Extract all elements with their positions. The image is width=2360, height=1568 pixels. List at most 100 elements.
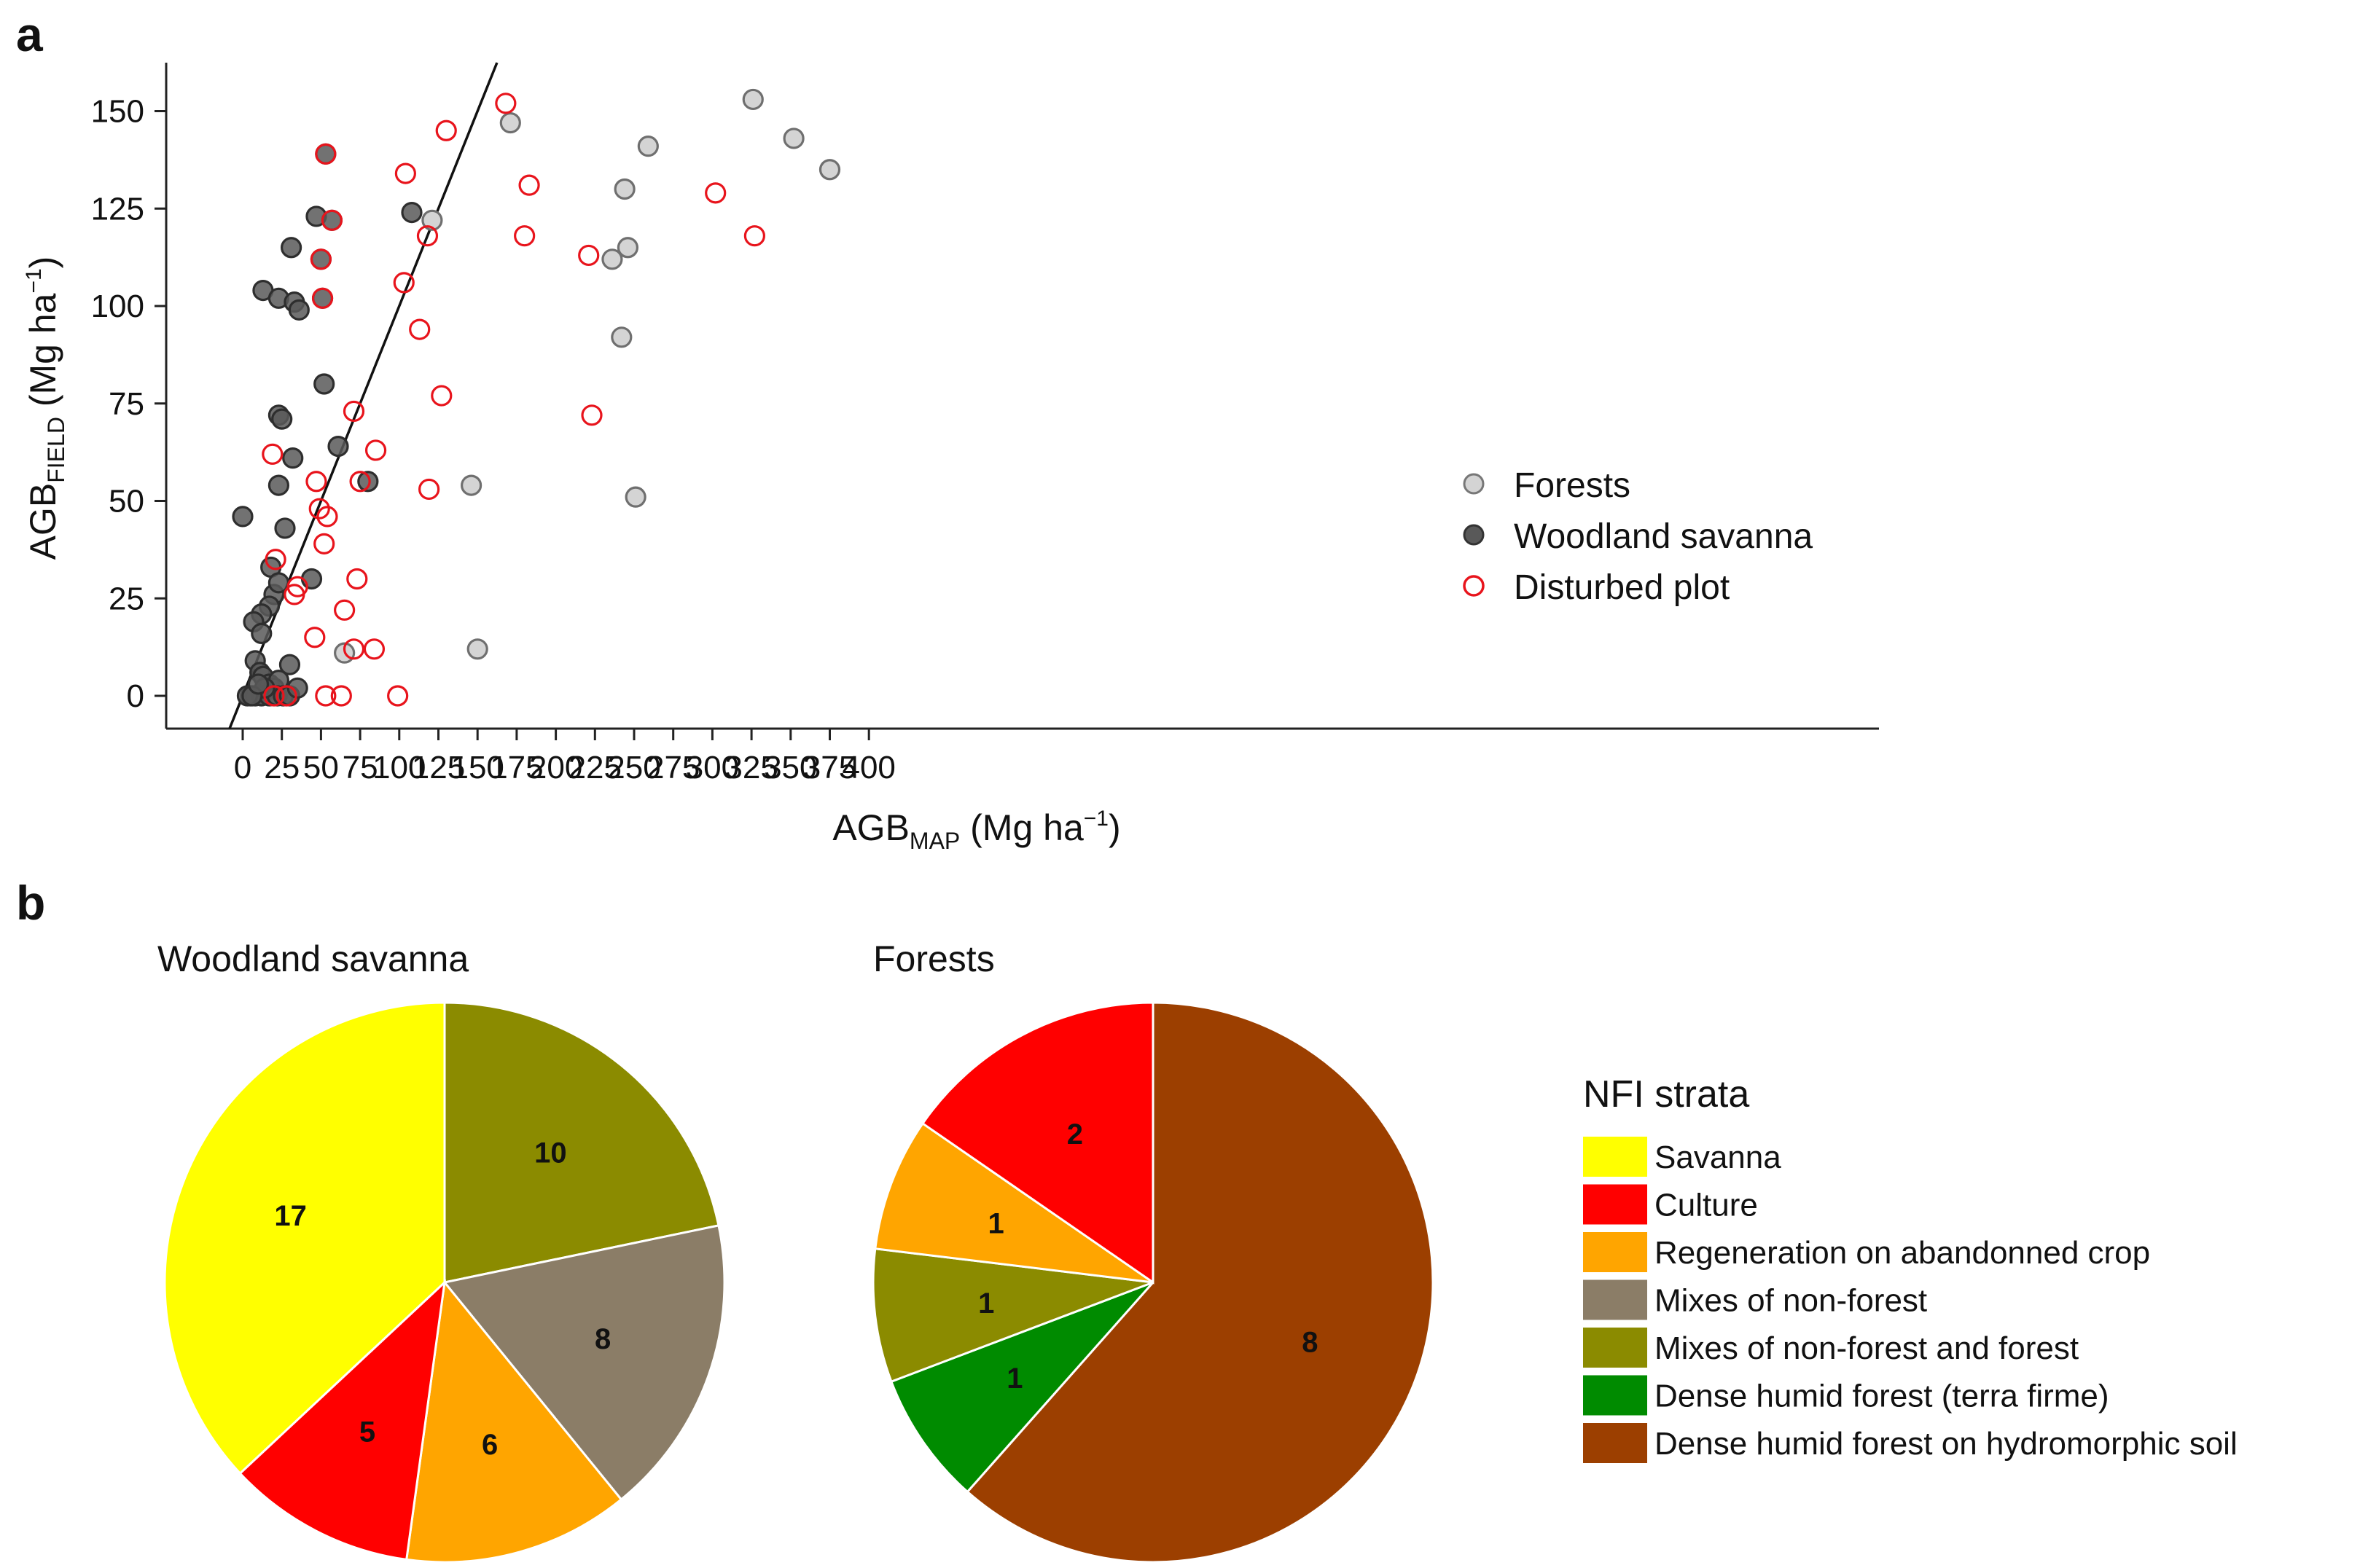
- legend-forests-marker: [1463, 473, 1485, 495]
- strata-swatch-culture: [1583, 1184, 1647, 1225]
- scatter-axes: 0 25 50 75100125150175200225250275300325350…: [91, 63, 1879, 785]
- x-tick-label: 125: [412, 750, 465, 785]
- x-axis-title-close: ): [1109, 807, 1121, 848]
- disturbed-point: [313, 533, 335, 554]
- strata-swatch-mixes-of-non-forest-and-forest: [1583, 1328, 1647, 1368]
- pie-forests: 8 1 1 1 2: [872, 1001, 1434, 1564]
- forests-slice-mixes-of-non-forest-and-forest: [872, 1247, 1154, 1384]
- x-tick-label: 300: [686, 750, 739, 785]
- legend-woodland-label: Woodland savanna: [1514, 517, 1813, 556]
- forests-slice-label: 2: [1067, 1118, 1083, 1150]
- forests-slice-dense-humid-forest-terra-firme: [890, 1281, 1154, 1494]
- forests-slice-label: 1: [978, 1287, 994, 1320]
- x-tick-label: 400: [842, 750, 895, 785]
- disturbed-point: [343, 638, 365, 660]
- disturbed-point: [364, 439, 387, 461]
- legend-woodland-marker: [1463, 524, 1485, 546]
- disturbed-point: [363, 638, 386, 660]
- woodland-slice-regeneration-on-abandonned-crop: [405, 1279, 623, 1564]
- disturbed-point: [321, 209, 343, 231]
- x-tick-label: 50: [303, 750, 339, 785]
- disturbed-point: [276, 685, 297, 707]
- woodland-point: [280, 237, 302, 259]
- disturbed-point: [305, 471, 327, 493]
- woodland-slice-culture: [238, 1279, 447, 1561]
- strata-legend-items: Savanna Culture Regeneration on abandonned…: [1583, 1137, 2238, 1463]
- forests-slice-label: 1: [1007, 1363, 1023, 1395]
- x-tick-label: 275: [646, 750, 700, 785]
- woodland-point: [271, 408, 293, 430]
- y-axis-title-close: ): [23, 256, 63, 269]
- disturbed-point: [581, 404, 603, 426]
- disturbed-point: [705, 182, 727, 204]
- forest-points: [334, 88, 841, 664]
- forests-slice-culture: [921, 1001, 1154, 1285]
- x-tick-label: 75: [343, 750, 378, 785]
- y-tick-label: 0: [127, 678, 144, 714]
- plot-area: [228, 62, 841, 729]
- forest-point: [614, 178, 636, 200]
- disturbed-points: [262, 93, 765, 707]
- disturbed-point: [578, 244, 600, 267]
- woodland-slice-label: 10: [534, 1137, 567, 1169]
- woodland-point: [286, 677, 308, 699]
- woodland-point: [278, 654, 301, 675]
- woodland-point: [300, 568, 323, 590]
- pie-woodland: 10 8 6 5 17: [163, 1001, 726, 1564]
- woodland-point: [357, 471, 379, 493]
- woodland-point: [274, 517, 296, 539]
- disturbed-point: [284, 584, 305, 605]
- y-axis-title: AGBFIELD (Mg ha−1): [22, 256, 69, 560]
- y-axis-title-main: AGB: [23, 483, 63, 560]
- x-ticks: 0 25 50 75100125150175200225250275300325350…: [234, 729, 896, 785]
- strata-label-culture: Culture: [1654, 1188, 1758, 1223]
- strata-swatch-dense-humid-forest-terra-firme: [1583, 1375, 1647, 1416]
- woodland-point: [251, 622, 273, 645]
- disturbed-point: [304, 627, 326, 648]
- woodland-point: [282, 447, 304, 469]
- forest-point: [461, 474, 482, 496]
- x-tick-label: 350: [764, 750, 817, 785]
- disturbed-point: [330, 685, 352, 707]
- woodland-slice-label: 17: [274, 1200, 307, 1232]
- legend-forests-label: Forests: [1514, 466, 1630, 505]
- y-tick-label: 150: [91, 94, 144, 130]
- forest-point: [637, 136, 659, 157]
- x-tick-label: 225: [568, 750, 622, 785]
- woodland-slice-label: 8: [595, 1323, 611, 1355]
- strata-label-savanna: Savanna: [1654, 1140, 1781, 1175]
- x-axis-title-main: AGB: [832, 807, 910, 848]
- forest-point: [611, 326, 633, 348]
- forests-slice-label: 8: [1302, 1327, 1318, 1359]
- y-axis-title-sub: FIELD: [43, 417, 69, 483]
- forest-point: [625, 486, 646, 508]
- x-tick-label: 175: [490, 750, 543, 785]
- strata-legend: NFI strata Savanna Culture Regeneration on…: [1583, 1073, 2238, 1463]
- y-tick-label: 75: [109, 386, 144, 422]
- disturbed-point: [310, 248, 332, 270]
- x-tick-label: 100: [372, 750, 426, 785]
- strata-legend-title: NFI strata: [1583, 1073, 1749, 1116]
- x-tick-label: 325: [724, 750, 778, 785]
- forest-point: [818, 159, 841, 181]
- x-axis-title-sup: −1: [1084, 807, 1109, 831]
- woodland-point: [288, 299, 310, 321]
- pie-woodland-title: Woodland savanna: [157, 938, 469, 979]
- disturbed-point: [394, 162, 416, 184]
- y-axis-title-sup: −1: [22, 268, 46, 293]
- disturbed-point: [495, 93, 517, 114]
- y-tick-label: 25: [109, 581, 144, 616]
- panel-b-label: b: [16, 876, 45, 930]
- legend-disturbed-label: Disturbed plot: [1514, 568, 1730, 607]
- disturbed-point: [514, 225, 536, 247]
- y-tick-label: 50: [109, 484, 144, 520]
- x-axis-title-sub: MAP: [910, 828, 960, 854]
- strata-swatch-savanna: [1583, 1137, 1647, 1177]
- strata-swatch-dense-humid-forest-on-hydromorphic-soil: [1583, 1423, 1647, 1463]
- forests-slice-regeneration-on-abandonned-crop: [874, 1121, 1154, 1284]
- pie-forests-title: Forests: [873, 938, 995, 979]
- disturbed-point: [308, 498, 330, 520]
- disturbed-point: [311, 287, 334, 309]
- disturbed-point: [431, 385, 453, 407]
- strata-swatch-regeneration-on-abandonned-crop: [1583, 1232, 1647, 1272]
